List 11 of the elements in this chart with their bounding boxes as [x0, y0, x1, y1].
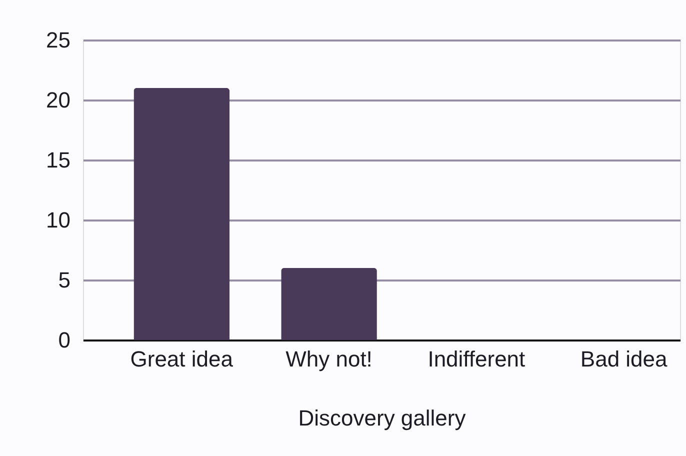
- y-tick-label: 25: [46, 28, 70, 52]
- x-tick-label: Bad idea: [580, 346, 668, 372]
- y-tick-label: 15: [46, 148, 70, 172]
- y-tick-label: 20: [46, 88, 70, 112]
- x-tick-label: Great idea: [130, 346, 234, 372]
- x-tick-label: Indifferent: [428, 346, 526, 372]
- y-tick-label: 5: [58, 268, 70, 292]
- y-tick-label: 10: [46, 208, 70, 232]
- x-axis-title: Discovery gallery: [298, 406, 466, 430]
- y-tick-label: 0: [58, 328, 70, 352]
- x-tick-label: Why not!: [286, 346, 372, 372]
